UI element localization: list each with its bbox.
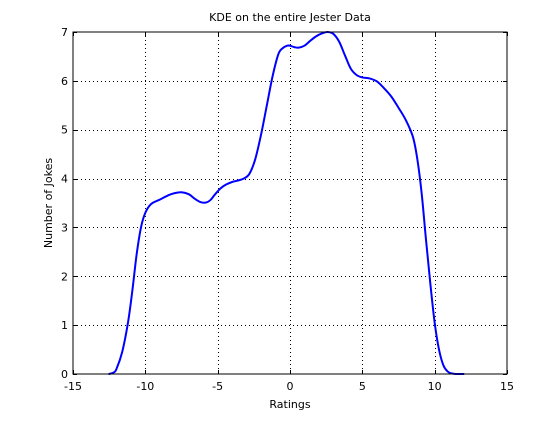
y-tick-label: 0 [61, 368, 68, 381]
x-tick-labels: -15 -10 -5 0 5 10 15 [64, 380, 514, 393]
tick-marks [73, 32, 508, 375]
y-tick-label: 5 [61, 124, 68, 137]
x-tick-label: 5 [359, 380, 366, 393]
x-tick-label: -5 [212, 380, 223, 393]
y-tick-labels: 0 1 2 3 4 5 6 7 [61, 26, 68, 381]
y-tick-label: 7 [61, 26, 68, 39]
kde-series-line [108, 30, 465, 376]
grid-lines [73, 32, 507, 374]
y-tick-label: 1 [61, 319, 68, 332]
x-tick-label: -10 [136, 380, 154, 393]
y-tick-label: 6 [61, 75, 68, 88]
y-tick-label: 3 [61, 221, 68, 234]
x-tick-label: 0 [287, 380, 294, 393]
x-axis-label: Ratings [269, 398, 310, 411]
x-tick-label: 10 [428, 380, 442, 393]
series-layer [108, 30, 465, 376]
chart-title: KDE on the entire Jester Data [209, 11, 371, 24]
y-axis-label: Number of Jokes [42, 158, 55, 249]
x-tick-label: -15 [64, 380, 82, 393]
x-tick-label: 15 [500, 380, 514, 393]
plot-background [73, 32, 507, 374]
y-tick-label: 2 [61, 270, 68, 283]
y-tick-label: 4 [61, 173, 68, 186]
